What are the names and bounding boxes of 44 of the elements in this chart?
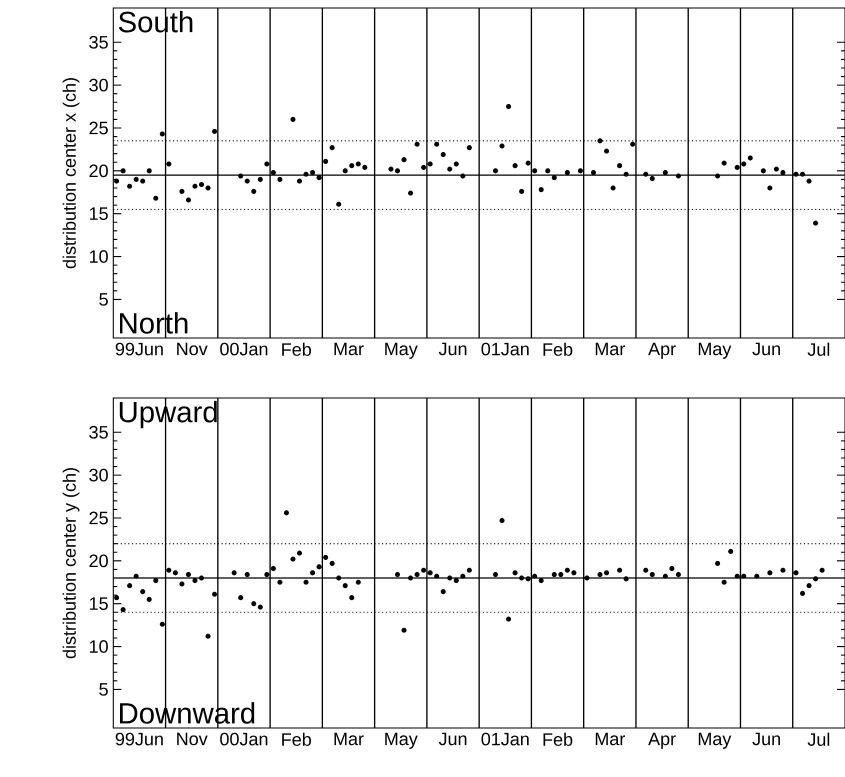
y-tick-label: 20 — [89, 554, 108, 568]
y-tick-label: 35 — [89, 426, 108, 439]
x-tick-label: Feb — [282, 732, 311, 746]
y-tick-label: 5 — [99, 293, 108, 306]
y-tick-label: 30 — [89, 78, 108, 92]
x-tick-label: 01Jan — [481, 732, 529, 746]
x-tick-label: 99Jun — [116, 732, 163, 746]
y-tick-label: 5 — [99, 683, 108, 696]
x-tick-label: Jun — [752, 732, 780, 746]
y-tick-label: 30 — [89, 468, 108, 482]
x-tick-label: Jun — [752, 342, 780, 356]
x-tick-label: 99Jun — [116, 342, 163, 356]
x-tick-label: Mar — [596, 732, 626, 746]
y-tick-label: 25 — [89, 512, 108, 524]
x-tick-label: May — [698, 342, 732, 359]
x-tick-label: May — [385, 732, 418, 749]
x-tick-label: Mar — [334, 732, 364, 746]
x-tick-label: Jul — [808, 732, 830, 746]
x-tick-label: Nov — [177, 342, 208, 356]
y-tick-label: 25 — [89, 122, 108, 134]
x-tick-label: May — [385, 342, 418, 359]
x-tick-label: 00Jan — [220, 342, 268, 356]
x-tick-label: Feb — [544, 342, 572, 356]
x-tick-label: May — [698, 732, 732, 749]
x-tick-label: Mar — [334, 342, 364, 356]
x-tick-label: 01Jan — [481, 342, 529, 356]
x-tick-label: Mar — [596, 342, 626, 356]
x-tick-label: Apr — [648, 732, 676, 749]
y-tick-label: 20 — [89, 164, 108, 178]
x-tick-label: Apr — [648, 342, 676, 359]
x-tick-label: Jul — [808, 342, 830, 356]
x-tick-label: Jun — [438, 732, 466, 746]
y-tick-label: 10 — [90, 250, 108, 263]
y-axis-title: distribution center x (ch) — [62, 78, 80, 268]
y-tick-label: 10 — [90, 640, 108, 653]
x-tick-label: Jun — [438, 342, 466, 356]
y-axis-title: distribution center y (ch) — [62, 468, 80, 658]
x-tick-label: 00Jan — [220, 732, 268, 746]
y-tick-label: 35 — [89, 36, 108, 49]
y-tick-label: 15 — [90, 597, 108, 610]
x-tick-label: Nov — [177, 732, 208, 746]
y-tick-label: 15 — [90, 207, 108, 220]
x-tick-label: Feb — [282, 342, 311, 356]
x-tick-label: Feb — [544, 732, 572, 746]
